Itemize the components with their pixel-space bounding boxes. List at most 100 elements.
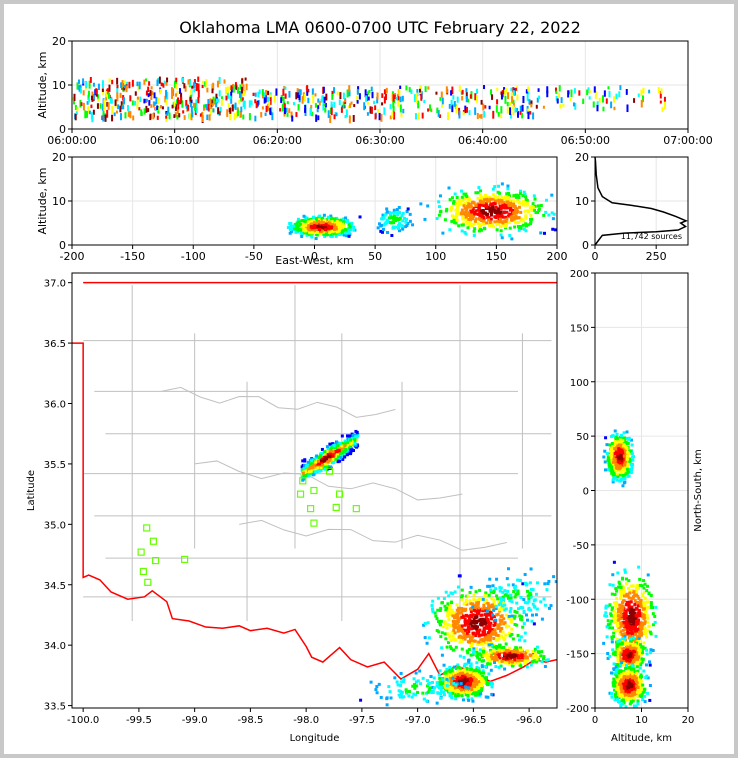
source-point	[613, 106, 616, 111]
source-point	[332, 444, 336, 448]
source-point	[505, 217, 509, 221]
source-point	[102, 114, 105, 122]
source-point	[330, 226, 334, 230]
source-point	[622, 431, 626, 435]
source-point	[642, 591, 646, 595]
source-point	[324, 223, 328, 227]
source-point	[116, 92, 119, 98]
source-point	[349, 452, 353, 456]
source-point	[317, 98, 320, 103]
source-point	[506, 589, 510, 593]
source-point	[492, 598, 496, 602]
source-point	[625, 430, 629, 434]
source-point	[197, 89, 200, 98]
source-point	[465, 690, 469, 694]
source-point	[610, 441, 614, 445]
source-point	[503, 593, 507, 597]
source-point	[611, 583, 615, 587]
source-point	[511, 637, 515, 641]
source-point	[426, 682, 430, 686]
source-point	[177, 101, 180, 110]
source-point	[485, 657, 489, 661]
source-point	[116, 86, 119, 94]
source-point	[507, 92, 510, 100]
source-point	[289, 224, 293, 228]
source-point	[555, 90, 558, 94]
source-point	[475, 601, 479, 605]
source-point	[536, 645, 540, 649]
source-point	[522, 622, 526, 626]
source-point	[490, 605, 494, 609]
source-point	[85, 80, 88, 89]
source-point	[427, 108, 430, 112]
source-point	[485, 650, 489, 654]
source-point	[619, 467, 623, 471]
source-point	[481, 669, 485, 673]
source-point	[334, 231, 338, 235]
source-point	[84, 110, 87, 119]
source-point	[512, 616, 516, 620]
source-point	[477, 683, 481, 687]
source-point	[516, 659, 520, 663]
source-point	[88, 98, 91, 103]
source-point	[333, 221, 337, 225]
source-point	[516, 94, 519, 101]
source-point	[460, 598, 464, 602]
source-point	[514, 650, 518, 654]
source-point	[477, 186, 481, 190]
source-point	[446, 641, 450, 645]
source-point	[482, 639, 486, 643]
source-point	[649, 601, 653, 605]
source-point	[231, 104, 234, 112]
source-point	[517, 654, 521, 658]
source-point	[323, 234, 327, 238]
source-point	[265, 105, 268, 113]
source-point	[615, 93, 618, 100]
source-point	[500, 213, 504, 217]
source-point	[508, 634, 512, 638]
source-point	[506, 187, 510, 191]
source-point	[454, 221, 458, 225]
source-point	[489, 681, 493, 685]
source-point	[622, 463, 626, 467]
source-point	[227, 103, 230, 108]
source-point	[451, 634, 455, 638]
source-point	[639, 612, 643, 616]
source-point	[482, 103, 485, 111]
source-point	[530, 613, 534, 617]
source-point	[515, 601, 519, 605]
source-point	[503, 654, 507, 658]
source-point	[300, 228, 304, 232]
source-point	[468, 676, 472, 680]
source-point	[376, 92, 379, 100]
source-point	[418, 88, 421, 93]
source-point	[461, 687, 465, 691]
source-point	[463, 623, 467, 627]
source-point	[588, 96, 591, 100]
source-point	[663, 101, 666, 110]
source-point	[507, 646, 511, 650]
source-point	[242, 84, 245, 92]
source-point	[455, 688, 459, 692]
source-point	[603, 90, 606, 97]
source-point	[640, 605, 644, 609]
source-point	[400, 695, 404, 699]
source-point	[507, 583, 511, 587]
source-point	[465, 649, 469, 653]
source-point	[335, 453, 339, 457]
x-tick-label: -99.0	[182, 715, 208, 726]
source-point	[174, 112, 177, 118]
source-point	[293, 223, 297, 227]
source-point	[463, 197, 467, 201]
source-point	[452, 628, 456, 632]
source-point	[451, 688, 455, 692]
source-point	[264, 112, 267, 116]
source-point	[488, 628, 492, 632]
source-point	[620, 433, 624, 437]
source-point	[554, 580, 557, 584]
source-point	[333, 101, 336, 108]
source-point	[494, 607, 498, 611]
source-point	[467, 698, 471, 702]
source-point	[495, 594, 499, 598]
source-point	[143, 79, 146, 85]
